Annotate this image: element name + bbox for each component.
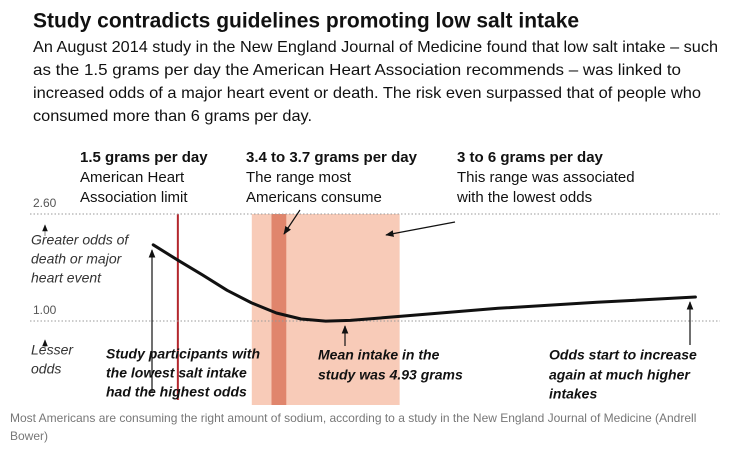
axis-note: death or major <box>31 251 123 267</box>
axis-note: heart event <box>31 270 102 286</box>
plot <box>151 243 697 323</box>
caption: Most Americans are consuming the right a… <box>10 411 696 425</box>
annotation-text: The range most <box>246 169 352 186</box>
annotation-text: This range was associated <box>457 169 635 186</box>
annotation-text: had the highest odds <box>106 384 247 400</box>
annotation-text: American Heart <box>80 169 185 186</box>
annotation-text: study was 4.93 grams <box>318 367 463 383</box>
caption: Bower) <box>10 429 48 443</box>
y-tick-label: 2.60 <box>33 196 57 210</box>
chart-title: Study contradicts guidelines promoting l… <box>33 10 579 33</box>
annotation-text: intakes <box>549 386 597 402</box>
annotation-text: again at much higher <box>549 367 691 383</box>
grid: 1.00 2.60 <box>30 196 720 322</box>
axis-note: odds <box>31 361 61 377</box>
subtitle-line: as the 1.5 grams per day the American He… <box>33 62 681 79</box>
annotation-text: Study participants with <box>106 346 260 362</box>
annotation-heading: 3 to 6 grams per day <box>457 149 604 166</box>
subtitle-line: increased odds of a major heart event or… <box>33 85 701 102</box>
annotation-text: Americans consume <box>246 189 382 206</box>
subtitle-line: consumed more than 6 grams per day. <box>33 108 312 125</box>
axis-note: Lesser <box>31 342 74 358</box>
y-tick-label: 1.00 <box>33 303 57 317</box>
annotation-text: Odds start to increase <box>549 347 697 363</box>
bands <box>176 214 400 405</box>
data-line <box>151 243 697 323</box>
annotation-text: with the lowest odds <box>456 189 592 206</box>
annotation-heading: 3.4 to 3.7 grams per day <box>246 149 418 166</box>
annotation-arrow <box>385 221 456 237</box>
annotation-text: Association limit <box>80 189 188 206</box>
range-band <box>271 214 287 405</box>
annotation-heading: 1.5 grams per day <box>80 149 208 166</box>
annotation-text: Mean intake in the <box>318 347 440 363</box>
subtitle-line: An August 2014 study in the New England … <box>33 39 718 56</box>
annotation-arrow <box>283 209 301 235</box>
axis-note: Greater odds of <box>31 232 130 248</box>
annotation-text: the lowest salt intake <box>106 365 247 381</box>
